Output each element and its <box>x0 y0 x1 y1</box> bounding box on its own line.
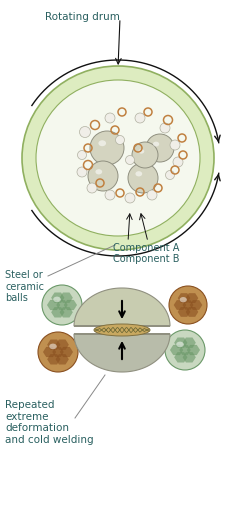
Polygon shape <box>174 300 186 310</box>
Ellipse shape <box>147 190 157 200</box>
Ellipse shape <box>78 151 86 160</box>
Polygon shape <box>60 307 73 317</box>
Polygon shape <box>74 334 170 372</box>
Ellipse shape <box>90 131 124 165</box>
Ellipse shape <box>180 297 187 303</box>
Ellipse shape <box>79 126 90 138</box>
Ellipse shape <box>138 149 144 154</box>
Ellipse shape <box>153 142 159 146</box>
Polygon shape <box>178 307 190 316</box>
Ellipse shape <box>49 344 57 349</box>
Ellipse shape <box>176 342 184 347</box>
Polygon shape <box>43 347 56 357</box>
Ellipse shape <box>88 161 118 191</box>
Polygon shape <box>180 345 190 355</box>
Ellipse shape <box>135 113 145 123</box>
Ellipse shape <box>128 163 158 193</box>
Ellipse shape <box>53 296 61 302</box>
Ellipse shape <box>94 324 150 336</box>
Ellipse shape <box>165 170 175 180</box>
Polygon shape <box>183 301 193 309</box>
Text: Repeated
extreme
deformation
and cold welding: Repeated extreme deformation and cold we… <box>5 400 94 445</box>
Polygon shape <box>60 293 73 303</box>
Polygon shape <box>190 300 202 310</box>
Ellipse shape <box>105 190 115 200</box>
Ellipse shape <box>22 66 214 250</box>
Ellipse shape <box>170 140 180 150</box>
Polygon shape <box>47 340 60 350</box>
Polygon shape <box>174 352 187 362</box>
Ellipse shape <box>132 142 158 168</box>
Polygon shape <box>74 288 170 326</box>
Polygon shape <box>47 300 60 310</box>
Ellipse shape <box>38 332 78 372</box>
Polygon shape <box>53 347 63 357</box>
Ellipse shape <box>87 183 97 193</box>
Ellipse shape <box>115 136 125 144</box>
Text: Component B: Component B <box>113 254 180 264</box>
Polygon shape <box>183 352 196 362</box>
Ellipse shape <box>173 157 183 167</box>
Text: Component A: Component A <box>113 243 179 253</box>
Polygon shape <box>186 307 198 316</box>
Polygon shape <box>183 338 196 348</box>
Ellipse shape <box>95 169 102 175</box>
Ellipse shape <box>125 156 134 164</box>
Ellipse shape <box>165 330 205 370</box>
Polygon shape <box>51 307 64 317</box>
Polygon shape <box>170 345 183 355</box>
Ellipse shape <box>98 140 106 146</box>
Polygon shape <box>60 347 73 357</box>
Polygon shape <box>178 293 190 303</box>
Ellipse shape <box>146 134 174 162</box>
Ellipse shape <box>36 80 200 236</box>
Polygon shape <box>56 340 69 350</box>
Ellipse shape <box>160 123 170 133</box>
Ellipse shape <box>125 193 135 203</box>
Ellipse shape <box>105 113 115 123</box>
Polygon shape <box>56 354 69 364</box>
Ellipse shape <box>77 167 87 177</box>
Polygon shape <box>186 293 198 303</box>
Text: Rotating drum: Rotating drum <box>45 12 120 22</box>
Ellipse shape <box>135 171 142 177</box>
Text: Steel or
ceramic
balls: Steel or ceramic balls <box>5 270 44 303</box>
Polygon shape <box>51 293 64 303</box>
Polygon shape <box>187 345 200 355</box>
Polygon shape <box>174 338 187 348</box>
Polygon shape <box>57 301 67 310</box>
Ellipse shape <box>169 286 207 324</box>
Polygon shape <box>64 300 77 310</box>
Ellipse shape <box>42 285 82 325</box>
Polygon shape <box>47 354 60 364</box>
